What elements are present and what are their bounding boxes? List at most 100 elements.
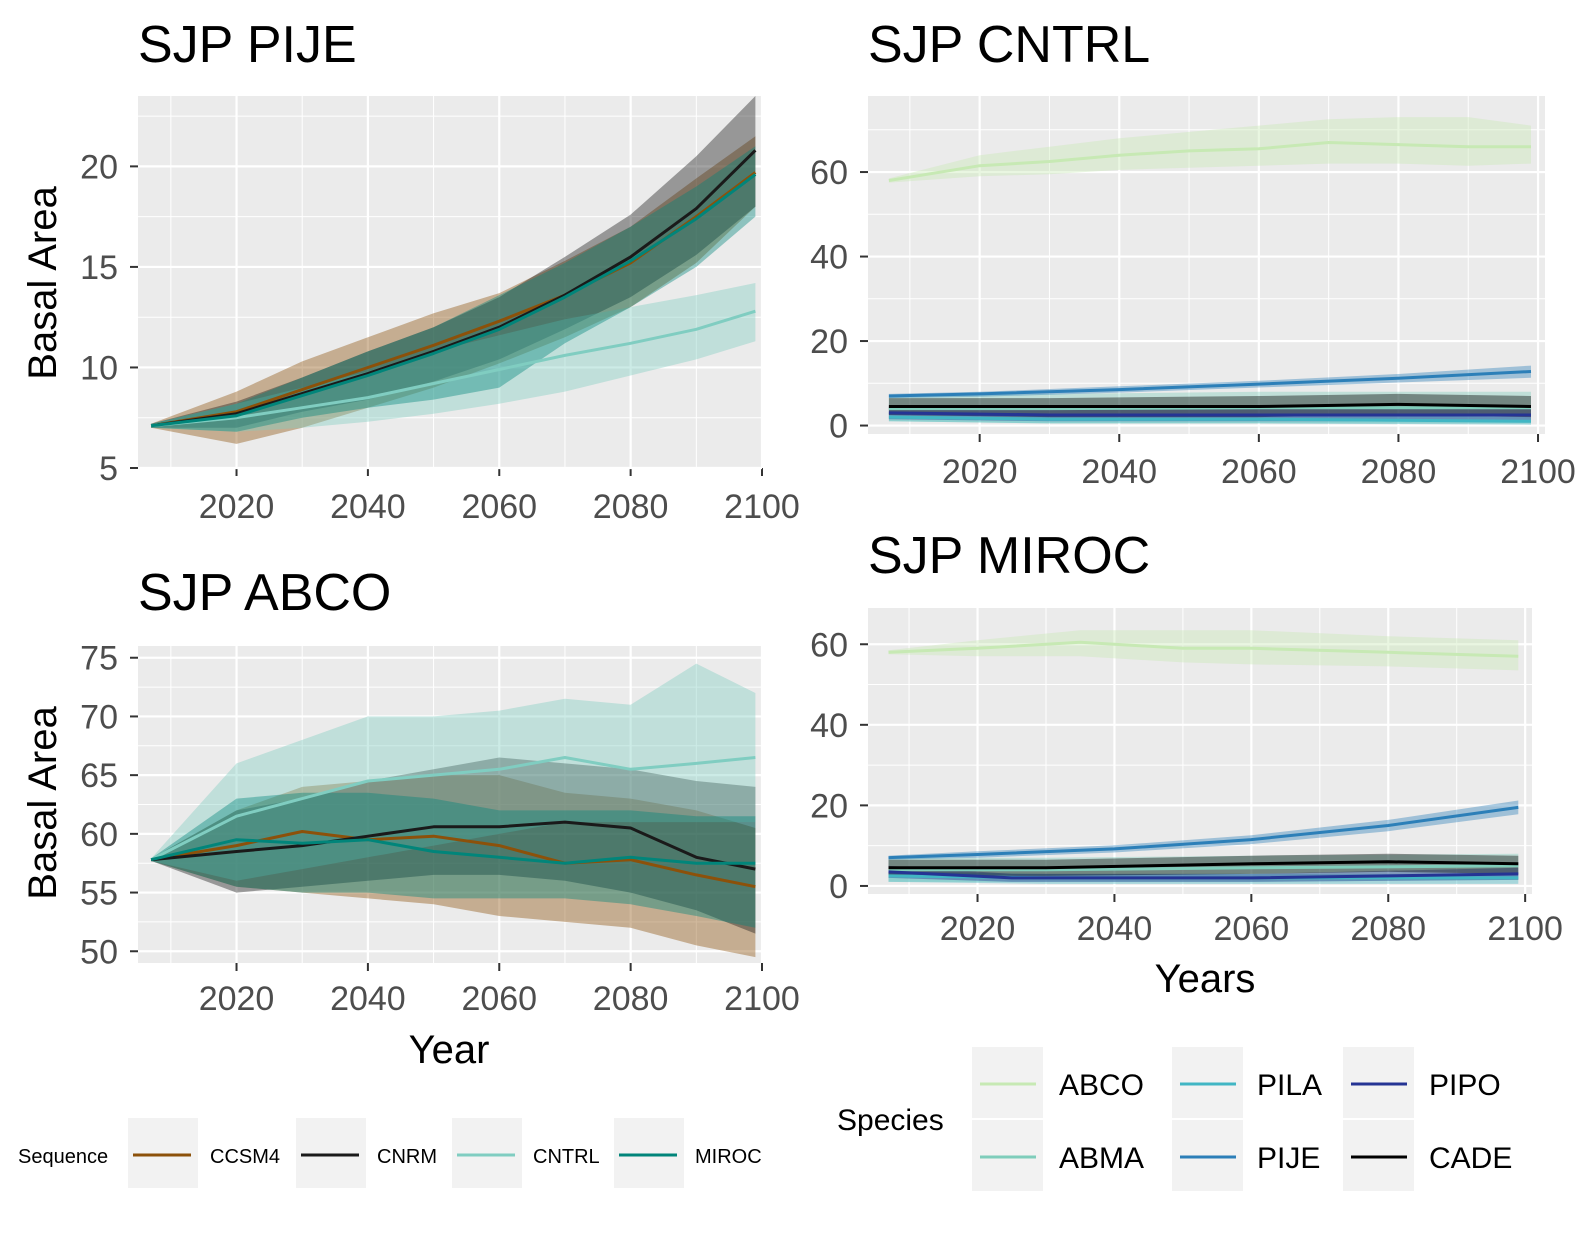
y-tick-label: 75 <box>80 640 118 678</box>
legend-label-cade: CADE <box>1429 1142 1512 1175</box>
y-tick-label: 70 <box>80 698 118 736</box>
x-tick-label: 2060 <box>1214 910 1290 948</box>
legend-label-abco: ABCO <box>1059 1069 1144 1102</box>
y-tick-label: 50 <box>80 933 118 971</box>
series-line-pipo <box>888 870 1519 880</box>
x-tick-label: 2060 <box>461 980 537 1018</box>
panel-title: SJP MIROC <box>868 527 1150 585</box>
species-legend: Species ABCO PILA PIPO ABMA PIJE CADE <box>837 1047 1512 1191</box>
y-axis-title: Basal Area <box>21 706 65 900</box>
series-line-abma <box>888 864 1519 872</box>
y-tick-label: 20 <box>810 787 848 825</box>
legend-key-miroc <box>614 1118 684 1188</box>
y-tick-label: 55 <box>80 875 118 913</box>
y-tick-label: 20 <box>810 323 848 361</box>
x-tick-label: 2040 <box>1081 453 1157 491</box>
series-line-abma <box>888 406 1531 411</box>
x-axis-title: Year <box>409 1028 490 1072</box>
y-tick-label: 40 <box>810 239 848 277</box>
ribbon-pije <box>888 365 1531 399</box>
y-tick-label: 0 <box>829 408 848 446</box>
x-tick-label: 2080 <box>1350 910 1426 948</box>
ribbon-miroc <box>151 146 756 432</box>
series-line-pije <box>888 370 1532 398</box>
x-tick-label: 2040 <box>330 488 406 526</box>
panel-sjp-pije: 2020 2040 2060 2080 2100 5 10 15 20 SJP PIJE Bas… <box>21 16 800 526</box>
y-tick-label: 65 <box>80 757 118 795</box>
series-line-cnrm <box>150 820 756 871</box>
x-tick-label: 2100 <box>724 488 800 526</box>
ribbon-abco <box>888 630 1519 671</box>
ribbon-cnrm <box>151 757 756 934</box>
x-axis-title: Years <box>1155 957 1256 1001</box>
legend-label-abma: ABMA <box>1059 1142 1144 1175</box>
legend-key-cnrm <box>296 1118 366 1188</box>
legend-key-ccsm4 <box>128 1118 198 1188</box>
x-tick-label: 2020 <box>942 453 1018 491</box>
legend-label-pipo: PIPO <box>1429 1069 1501 1102</box>
x-tick-label: 2080 <box>593 488 669 526</box>
series-line-abco <box>888 640 1519 658</box>
x-tick-label: 2020 <box>199 488 275 526</box>
legend-label-pije: PIJE <box>1257 1142 1320 1175</box>
x-tick-label: 2040 <box>1077 910 1153 948</box>
x-tick-label: 2100 <box>1487 910 1563 948</box>
series-line-cade <box>888 860 1519 870</box>
series-line-miroc <box>150 173 757 428</box>
y-axis-title: Basal Area <box>21 186 65 380</box>
y-tick-label: 60 <box>810 154 848 192</box>
panel-title: SJP CNTRL <box>868 16 1150 74</box>
x-tick-label: 2040 <box>330 980 406 1018</box>
legend-title: Sequence <box>18 1146 108 1168</box>
ribbon-ccsm4 <box>151 136 756 444</box>
y-tick-label: 60 <box>80 816 118 854</box>
plot-area: 2020 2040 2060 2080 2100 5 10 15 20 <box>80 96 800 526</box>
legend-label-miroc: MIROC <box>695 1146 762 1168</box>
y-tick-label: 20 <box>80 148 118 186</box>
y-tick-label: 40 <box>810 707 848 745</box>
series-line-cntrl <box>150 756 756 862</box>
x-tick-label: 2100 <box>1500 453 1576 491</box>
series-line-abco <box>888 141 1531 182</box>
series-line-cnrm <box>150 149 757 428</box>
legend-title: Species <box>837 1104 944 1137</box>
panel-title: SJP PIJE <box>138 16 357 74</box>
x-tick-label: 2020 <box>199 980 275 1018</box>
series-line-miroc <box>150 838 756 865</box>
panel-title: SJP ABCO <box>138 564 391 622</box>
x-tick-label: 2080 <box>1361 453 1437 491</box>
panel-background <box>868 608 1532 894</box>
y-tick-label: 0 <box>829 868 848 906</box>
y-tick-label: 15 <box>80 249 118 287</box>
ribbon-pije <box>888 800 1519 860</box>
series-line-pila <box>888 415 1532 423</box>
series-line-cade <box>888 402 1532 408</box>
y-tick-label: 5 <box>99 450 118 488</box>
y-tick-label: 10 <box>80 349 118 387</box>
legend-label-cnrm: CNRM <box>377 1146 437 1168</box>
x-tick-label: 2020 <box>940 910 1016 948</box>
legend-label-pila: PILA <box>1257 1069 1322 1102</box>
x-tick-label: 2060 <box>1221 453 1297 491</box>
x-tick-label: 2100 <box>724 980 800 1018</box>
plot-area: 2020 2040 2060 2080 2100 50 55 60 65 70 75 <box>80 640 800 1018</box>
series-line-pipo <box>888 411 1531 417</box>
y-tick-label: 60 <box>810 626 848 664</box>
panel-background <box>138 96 762 468</box>
series-line-cntrl <box>150 309 756 428</box>
legend-label-ccsm4: CCSM4 <box>210 1146 280 1168</box>
panel-sjp-abco: 2020 2040 2060 2080 2100 50 55 60 65 70 75 SJP ABC… <box>21 564 800 1072</box>
legend-key-cntrl <box>452 1118 522 1188</box>
legend-label-cntrl: CNTRL <box>533 1146 600 1168</box>
sequence-legend: Sequence CCSM4 CNRM CNTRL MIROC <box>18 1118 762 1188</box>
series-line-pije <box>888 805 1519 860</box>
series-line-ccsm4 <box>150 830 756 889</box>
ribbon-ccsm4 <box>151 775 756 958</box>
x-tick-label: 2060 <box>461 488 537 526</box>
x-tick-label: 2080 <box>593 980 669 1018</box>
